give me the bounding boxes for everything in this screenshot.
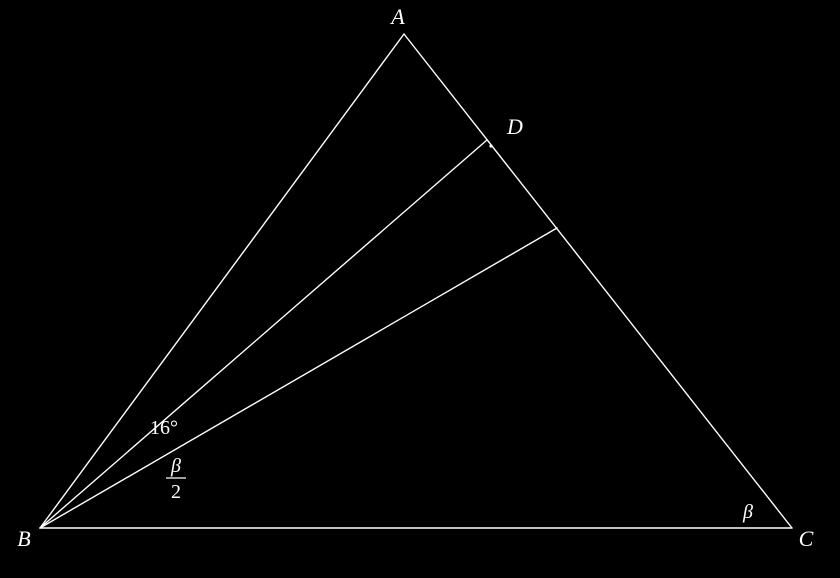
edge-B-A <box>40 34 404 528</box>
angle-label-beta-half: β2 <box>166 455 186 503</box>
edge-B-E <box>40 228 557 528</box>
angle-labels: 16°β2β <box>150 417 753 523</box>
angle-label-beta: β <box>742 501 753 523</box>
beta-half-denom: 2 <box>171 481 181 503</box>
point-markers <box>489 144 492 147</box>
triangle-edges <box>40 34 792 528</box>
vertex-label-D: D <box>506 114 523 139</box>
vertex-labels: A B C D <box>17 4 813 551</box>
beta-half-numer: β <box>170 455 181 477</box>
geometry-diagram: ABCD 16°β2β <box>0 0 840 578</box>
edge-A-C <box>404 34 792 528</box>
vertex-label-C: C <box>799 526 814 551</box>
edge-B-D <box>40 140 487 528</box>
angle-label-16deg: 16° <box>150 417 178 439</box>
vertex-label-B: B <box>17 526 30 551</box>
vertex-label-A: A <box>389 4 405 29</box>
point-mark-D <box>489 144 492 147</box>
